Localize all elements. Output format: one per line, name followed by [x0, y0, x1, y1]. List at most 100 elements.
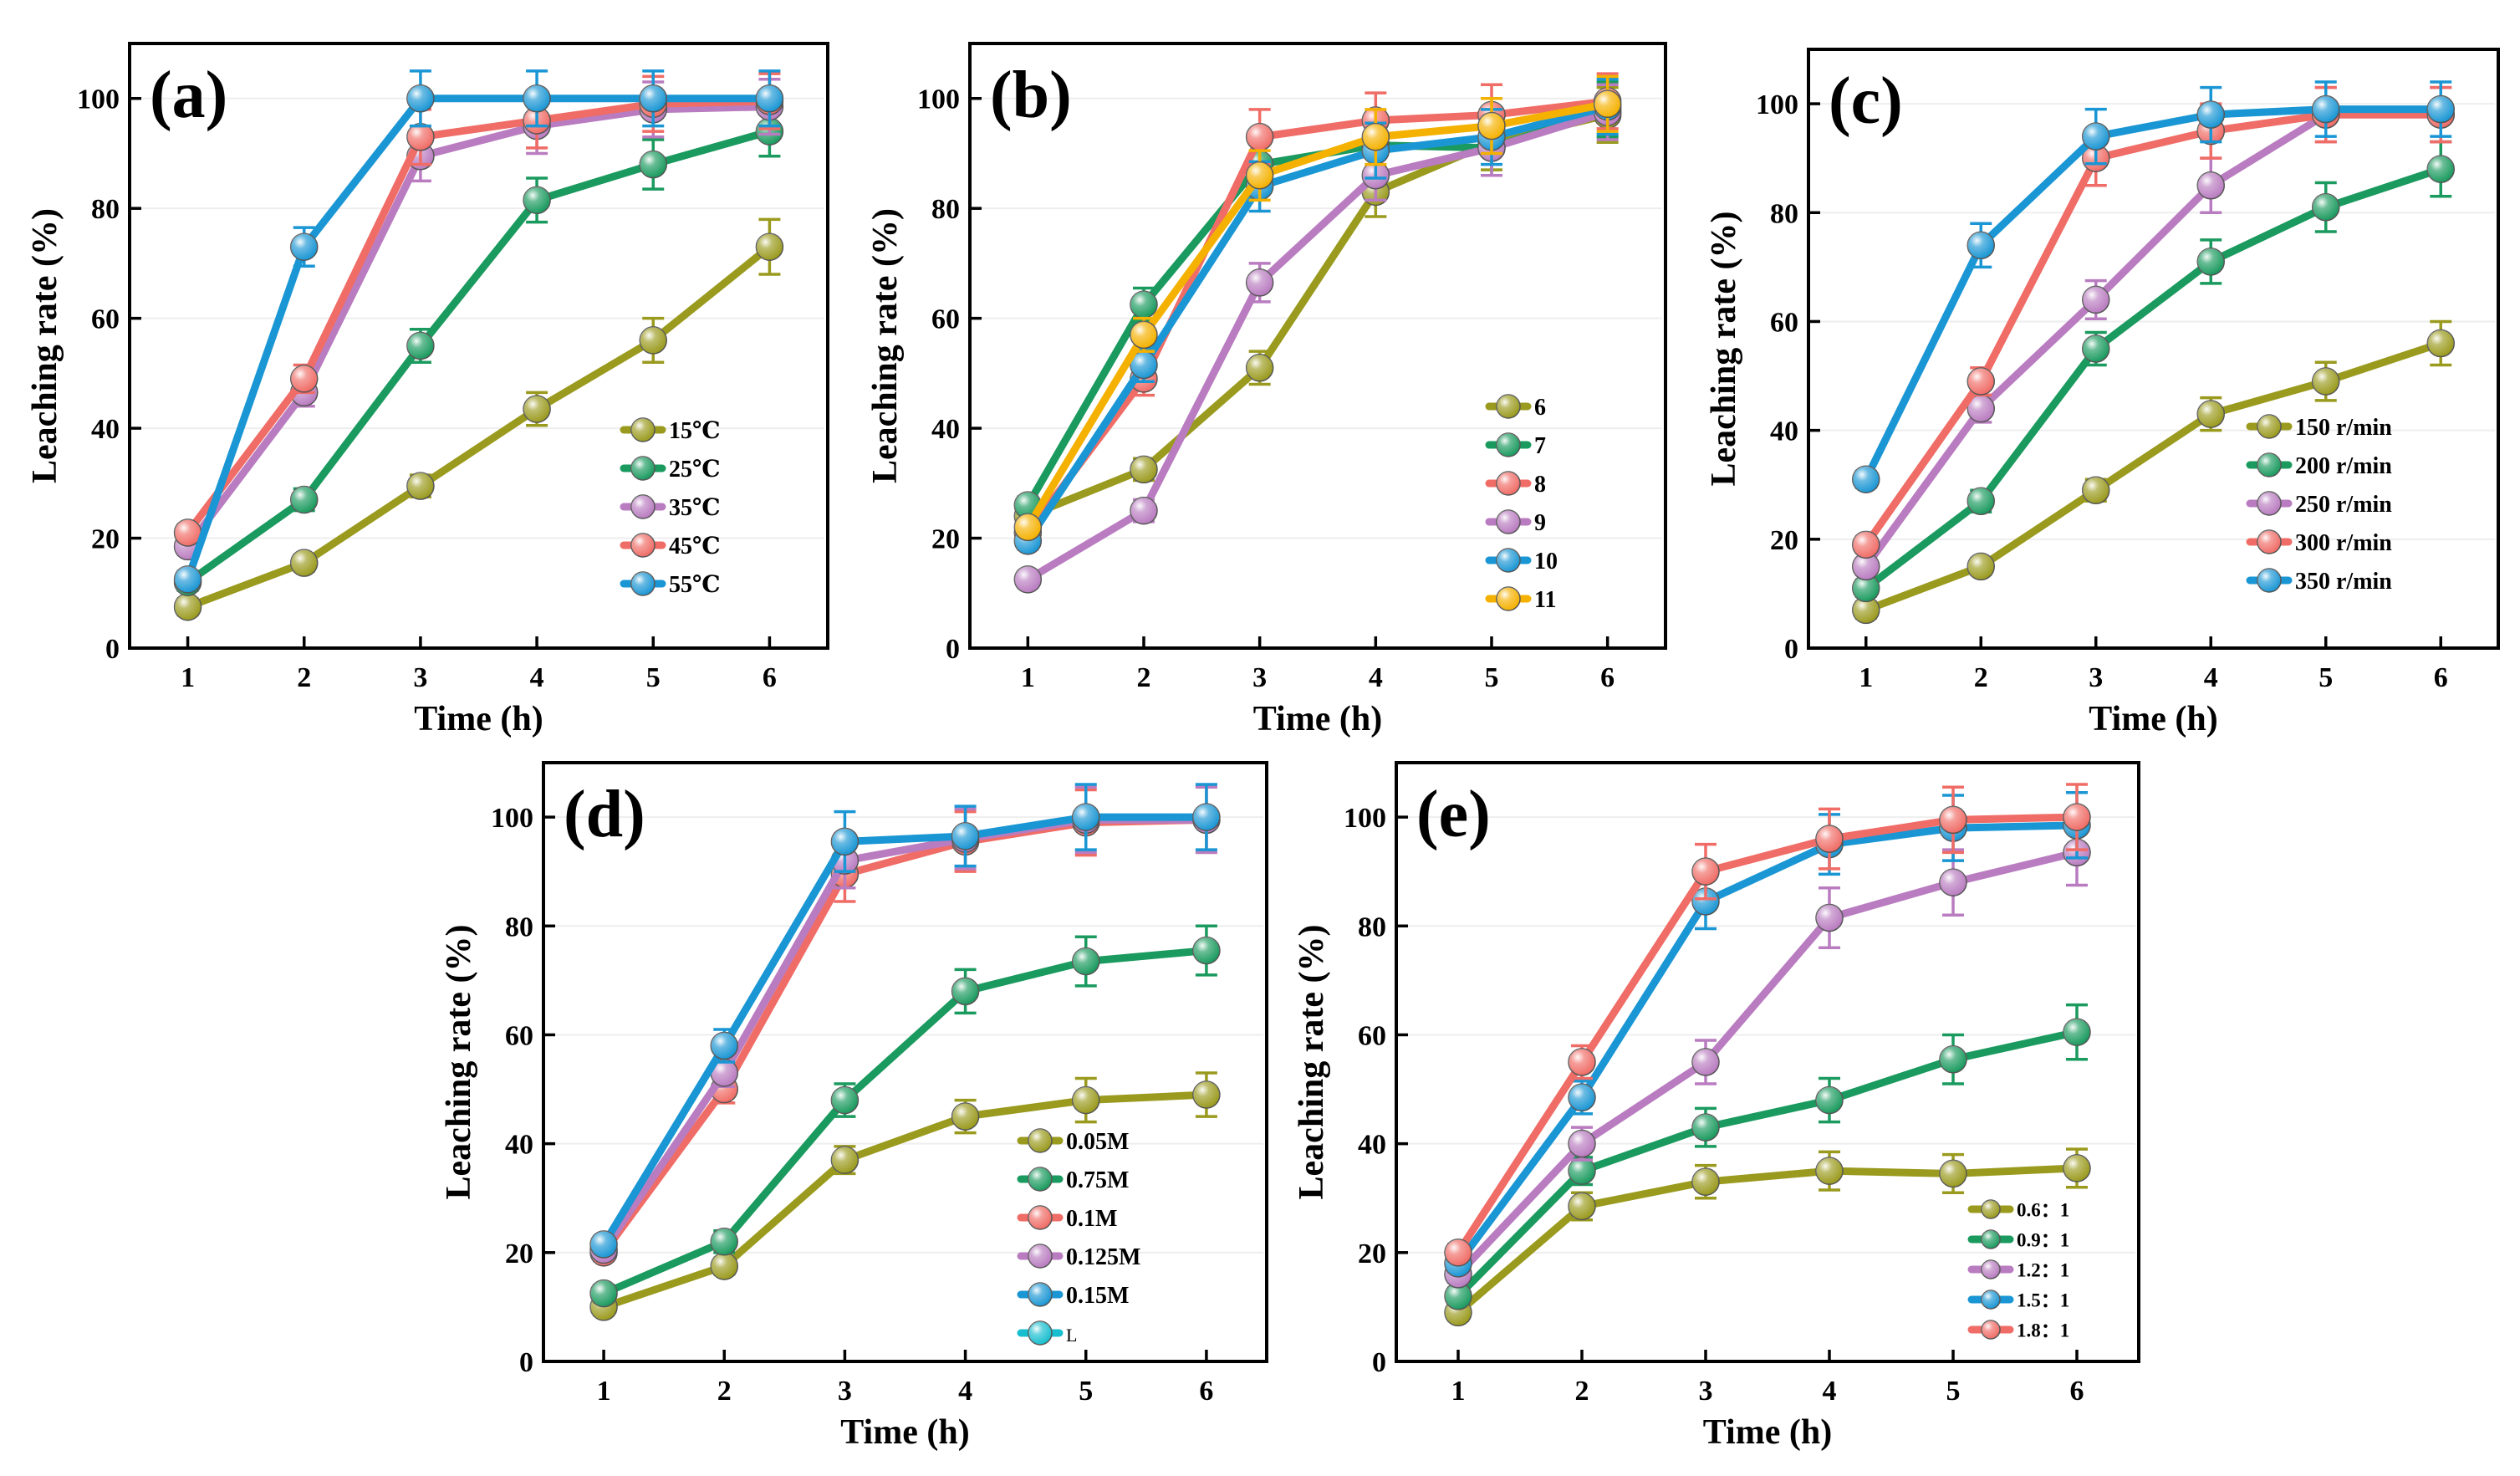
data-point [1568, 1129, 1596, 1158]
data-point [755, 84, 784, 113]
legend-label: 7 [1534, 433, 1546, 459]
legend-label: 8 [1534, 472, 1546, 498]
data-point [1815, 1157, 1844, 1185]
x-tick-label-0: 1 [181, 662, 195, 693]
data-point [1691, 887, 1720, 916]
series-line [1862, 165, 2445, 592]
legend-label: 1.5：1 [2017, 1290, 2069, 1310]
data-point [1939, 805, 1967, 835]
data-point [1192, 936, 1221, 965]
x-tick-label-1: 2 [1974, 662, 1988, 693]
legend-item-0: 15℃ [620, 417, 721, 444]
y-axis-title: Leaching rate (%) [26, 208, 64, 483]
data-point [1967, 487, 1995, 516]
legend-item-2: 1.2：1 [1967, 1259, 2069, 1280]
series-line [1454, 1164, 2081, 1316]
legend-item-4: 0.15M [1017, 1282, 1129, 1309]
legend-item-3: 0.125M [1017, 1244, 1140, 1270]
data-point [173, 565, 202, 594]
legend-label: 150 r/min [2295, 415, 2392, 441]
legend-item-4: 350 r/min [2246, 568, 2392, 595]
legend-label: 10 [1534, 549, 1558, 575]
y-axis-title: Leaching rate (%) [866, 208, 905, 483]
chart-panel-a: 0 20 40 60 80 100 1 2 3 4 5 6 Time (h) Leaching rate … [26, 42, 829, 738]
data-point [1852, 530, 1880, 559]
legend: 6 7 8 9 10 11 [1485, 394, 1558, 613]
x-tick-label-3: 4 [1823, 1376, 1837, 1407]
y-tick-label-2: 40 [931, 414, 960, 445]
x-tick-label-2: 3 [2089, 662, 2103, 693]
data-point [2426, 155, 2455, 183]
series-line [184, 94, 773, 584]
series-3 [1013, 83, 1622, 594]
legend: 0.05M 0.75M 0.1M 0.125M 0.15M L [1017, 1128, 1140, 1346]
legend-label: 35℃ [669, 495, 721, 521]
data-point [406, 472, 435, 500]
series-line [599, 947, 1211, 1298]
panel-label: (c) [1829, 64, 1903, 138]
series-line [1454, 821, 2081, 1268]
x-tick-label-2: 3 [1252, 662, 1267, 693]
data-point [1815, 903, 1844, 932]
legend-label: 55℃ [669, 572, 721, 598]
data-point [710, 1252, 738, 1280]
y-tick-label-5: 100 [1344, 803, 1386, 834]
legend-label: L [1066, 1325, 1077, 1346]
x-tick-label-5: 6 [2434, 662, 2448, 693]
legend-item-1: 200 r/min [2246, 452, 2392, 479]
series-line [1023, 103, 1612, 545]
data-point [523, 395, 551, 423]
y-tick-label-5: 100 [1756, 89, 1798, 120]
x-tick-label-1: 2 [717, 1376, 732, 1407]
series-0 [589, 1071, 1221, 1321]
legend-item-2: 8 [1485, 471, 1546, 498]
legend-item-0: 6 [1485, 394, 1546, 421]
x-tick-label-1: 2 [297, 662, 311, 693]
data-point [1192, 803, 1221, 831]
data-point [1939, 1159, 1967, 1188]
x-tick-label-4: 5 [1079, 1376, 1093, 1407]
plot-frame [1807, 48, 2500, 650]
legend-label: 0.15M [1066, 1283, 1129, 1309]
legend-label: 350 r/min [2295, 569, 2392, 595]
legend-label: 1.2：1 [2017, 1259, 2069, 1280]
data-point [755, 232, 784, 261]
series-line [184, 243, 773, 611]
legend-item-4: 1.8：1 [1967, 1320, 2069, 1341]
legend-item-3: 1.5：1 [1967, 1290, 2069, 1310]
data-point [290, 485, 319, 514]
data-point [639, 326, 667, 355]
y-axis-title: Leaching rate (%) [1705, 212, 1743, 487]
data-point [710, 1228, 738, 1256]
y-tick-label-1: 20 [931, 524, 960, 555]
x-tick-label-3: 4 [958, 1376, 972, 1407]
data-point [2063, 1154, 2091, 1182]
legend-label: 9 [1534, 510, 1546, 536]
data-point [1245, 354, 1274, 382]
series-4 [1444, 783, 2091, 1267]
y-tick-label-2: 40 [91, 414, 120, 445]
data-point [523, 84, 551, 113]
data-point [951, 1102, 980, 1131]
panel-label: (a) [150, 59, 227, 132]
legend-item-3: 300 r/min [2246, 529, 2392, 556]
data-point [589, 1279, 618, 1308]
series-line [1023, 97, 1612, 537]
y-tick-label-1: 20 [1770, 525, 1798, 556]
y-tick-label-2: 40 [1770, 416, 1798, 447]
y-tick-label-1: 20 [91, 524, 120, 555]
data-point [639, 150, 667, 179]
data-point [290, 549, 319, 577]
data-point [639, 84, 667, 113]
data-point [1130, 290, 1158, 319]
legend-item-3: 9 [1485, 509, 1546, 536]
panel-label: (d) [564, 778, 645, 851]
x-tick-label-5: 6 [1600, 662, 1615, 693]
chart-panel-b: 0 20 40 60 80 100 1 2 3 4 5 6 Time (h) Leaching rate … [866, 42, 1667, 738]
series-2 [1013, 72, 1622, 547]
data-point [1815, 825, 1844, 853]
data-point [2196, 400, 2225, 428]
x-tick-label-3: 4 [530, 662, 544, 693]
data-point [1072, 803, 1100, 831]
legend-item-0: 0.05M [1017, 1128, 1129, 1155]
